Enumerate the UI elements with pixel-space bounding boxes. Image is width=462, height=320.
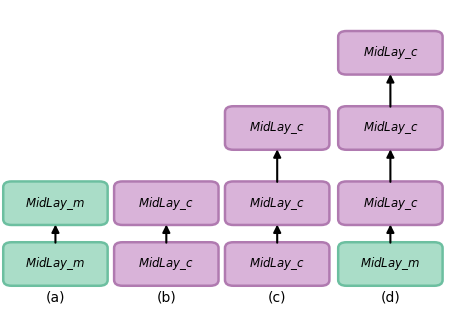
Text: $\it{MidLay\_m}$: $\it{MidLay\_m}$ (360, 255, 420, 273)
Text: $\it{MidLay\_c}$: $\it{MidLay\_c}$ (139, 255, 194, 273)
FancyBboxPatch shape (114, 242, 219, 286)
Text: $\it{MidLay\_c}$: $\it{MidLay\_c}$ (363, 119, 418, 137)
Text: (c): (c) (268, 291, 286, 305)
Text: (d): (d) (381, 291, 400, 305)
FancyBboxPatch shape (225, 242, 329, 286)
Text: (a): (a) (46, 291, 65, 305)
Text: $\it{MidLay\_c}$: $\it{MidLay\_c}$ (363, 195, 418, 212)
Text: $\it{MidLay\_m}$: $\it{MidLay\_m}$ (25, 195, 85, 212)
FancyBboxPatch shape (225, 181, 329, 225)
Text: $\it{MidLay\_c}$: $\it{MidLay\_c}$ (249, 195, 305, 212)
FancyBboxPatch shape (3, 242, 108, 286)
Text: $\it{MidLay\_m}$: $\it{MidLay\_m}$ (25, 255, 85, 273)
FancyBboxPatch shape (338, 242, 443, 286)
FancyBboxPatch shape (338, 31, 443, 75)
Text: $\it{MidLay\_c}$: $\it{MidLay\_c}$ (249, 255, 305, 273)
FancyBboxPatch shape (225, 106, 329, 150)
Text: $\it{MidLay\_c}$: $\it{MidLay\_c}$ (363, 44, 418, 61)
FancyBboxPatch shape (3, 181, 108, 225)
Text: $\it{MidLay\_c}$: $\it{MidLay\_c}$ (249, 119, 305, 137)
Text: $\it{MidLay\_c}$: $\it{MidLay\_c}$ (139, 195, 194, 212)
Text: (b): (b) (157, 291, 176, 305)
FancyBboxPatch shape (114, 181, 219, 225)
FancyBboxPatch shape (338, 181, 443, 225)
FancyBboxPatch shape (338, 106, 443, 150)
